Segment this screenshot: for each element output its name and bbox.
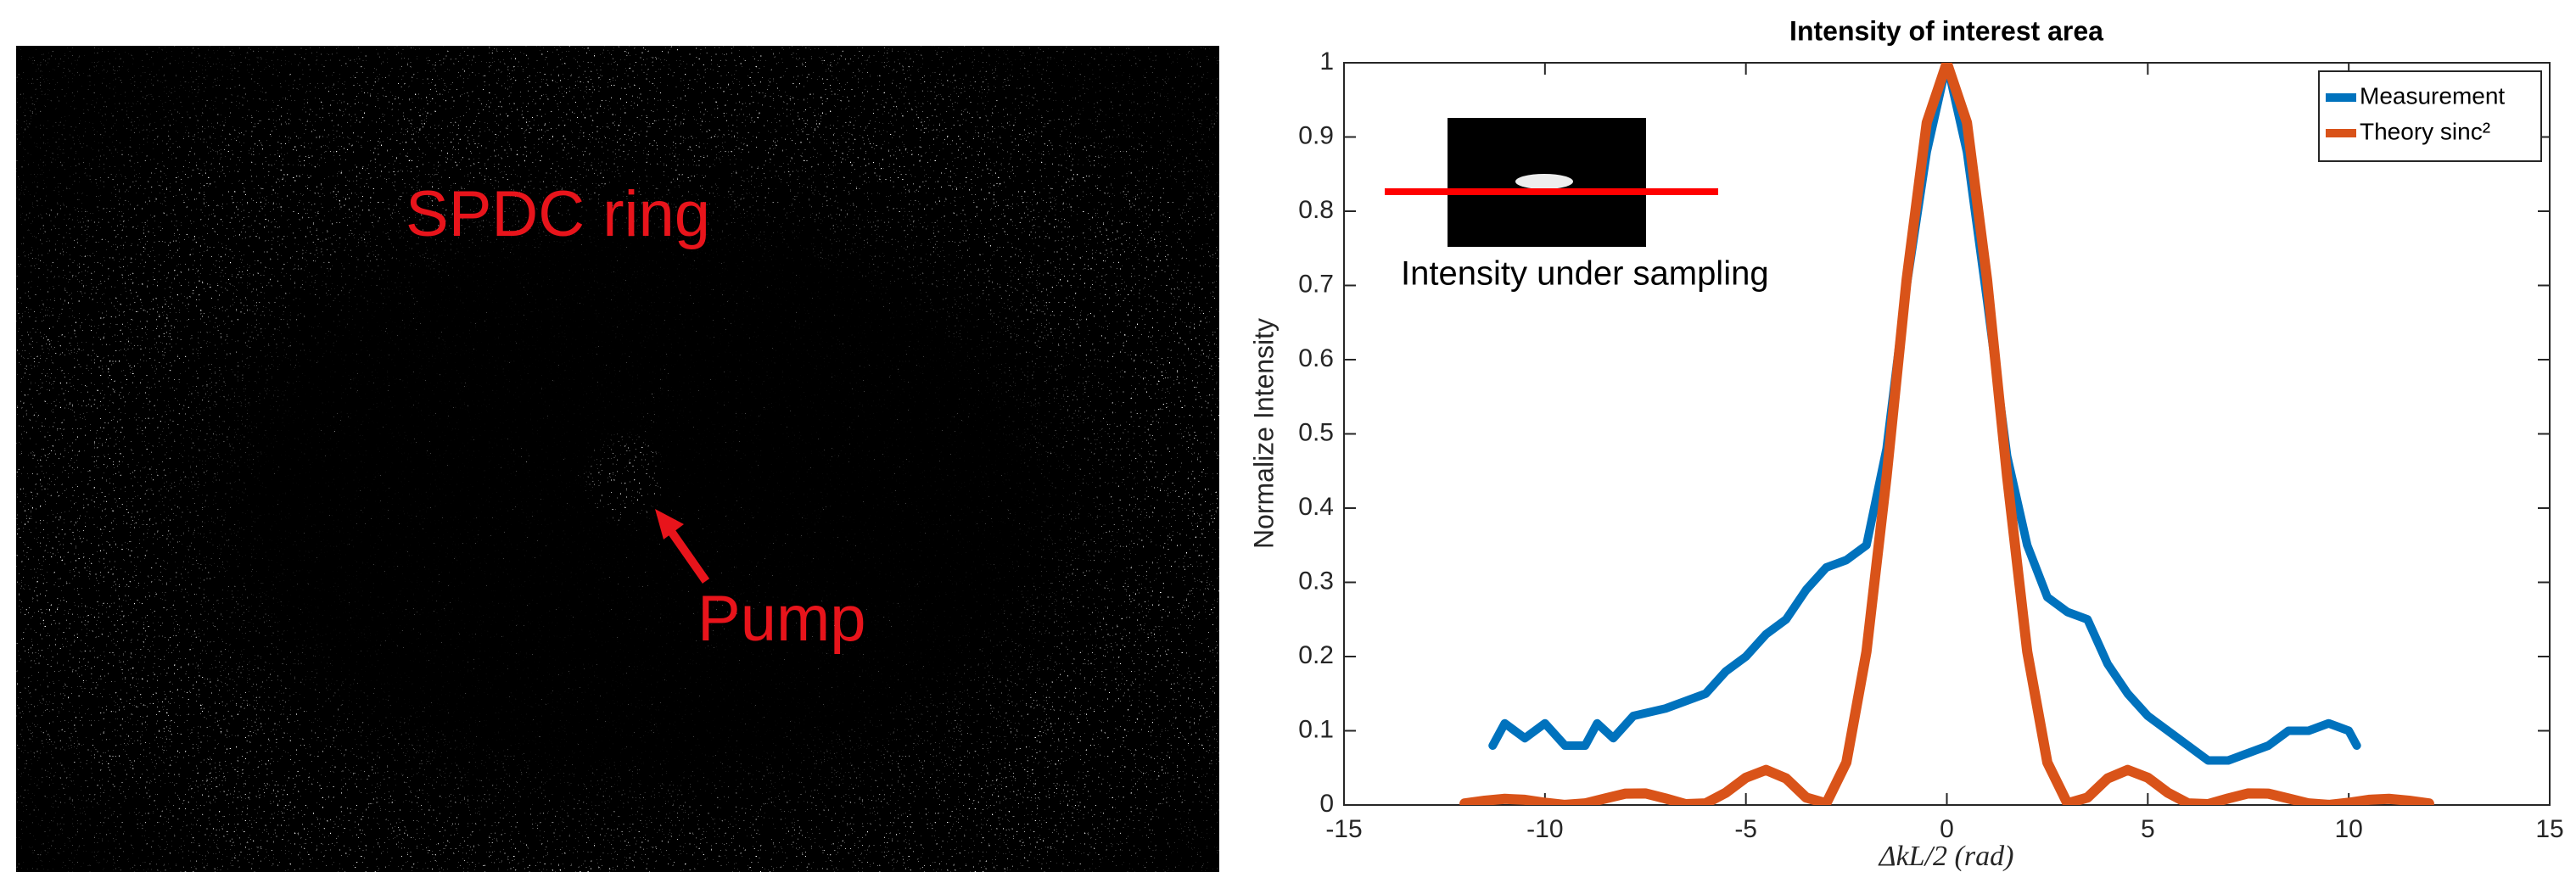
chart-title: Intensity of interest area	[1789, 15, 2103, 46]
y-tick-label: 0.1	[1298, 715, 1334, 743]
y-tick-label: 0.7	[1298, 270, 1334, 298]
annotation: Pump	[697, 583, 866, 655]
inset	[1385, 118, 1718, 247]
y-tick-label: 0.4	[1298, 493, 1334, 521]
y-tick-label: 1	[1319, 48, 1334, 75]
legend-label: Measurement	[2360, 82, 2505, 109]
x-tick-label: 0	[1940, 815, 1954, 843]
x-tick-label: 15	[2535, 815, 2563, 843]
arrow	[666, 528, 710, 584]
x-tick-label: -5	[1734, 815, 1757, 843]
annotation: Intensity under sampling	[1401, 255, 1769, 293]
legend-label: Theory sinc²	[2360, 118, 2490, 144]
x-tick-label: -15	[1325, 815, 1362, 843]
y-tick-label: 0	[1319, 790, 1334, 818]
legend-box	[2318, 70, 2542, 162]
x-tick-label: 5	[2141, 815, 2155, 843]
y-axis-label: Normalize Intensity	[1248, 318, 1279, 549]
x-axis-label: ΔkL/2 (rad)	[1878, 841, 2014, 872]
series-line	[1459, 63, 2434, 805]
y-tick-label: 0.8	[1298, 196, 1334, 224]
x-tick-label: 10	[2334, 815, 2362, 843]
y-tick-label: 0.9	[1298, 121, 1334, 149]
plot-area	[1459, 63, 2434, 805]
y-tick-label: 0.6	[1298, 344, 1334, 372]
y-tick-label: 0.5	[1298, 418, 1334, 446]
line-chart: Intensity of interest area Normalize Int…	[1248, 15, 2551, 872]
y-tick-label: 0.2	[1298, 641, 1334, 669]
arrow-head	[655, 509, 684, 539]
x-tick-label: -10	[1526, 815, 1563, 843]
annotation: SPDC ring	[406, 178, 710, 250]
speckle-image	[16, 46, 1219, 872]
y-tick-label: 0.3	[1298, 567, 1334, 595]
